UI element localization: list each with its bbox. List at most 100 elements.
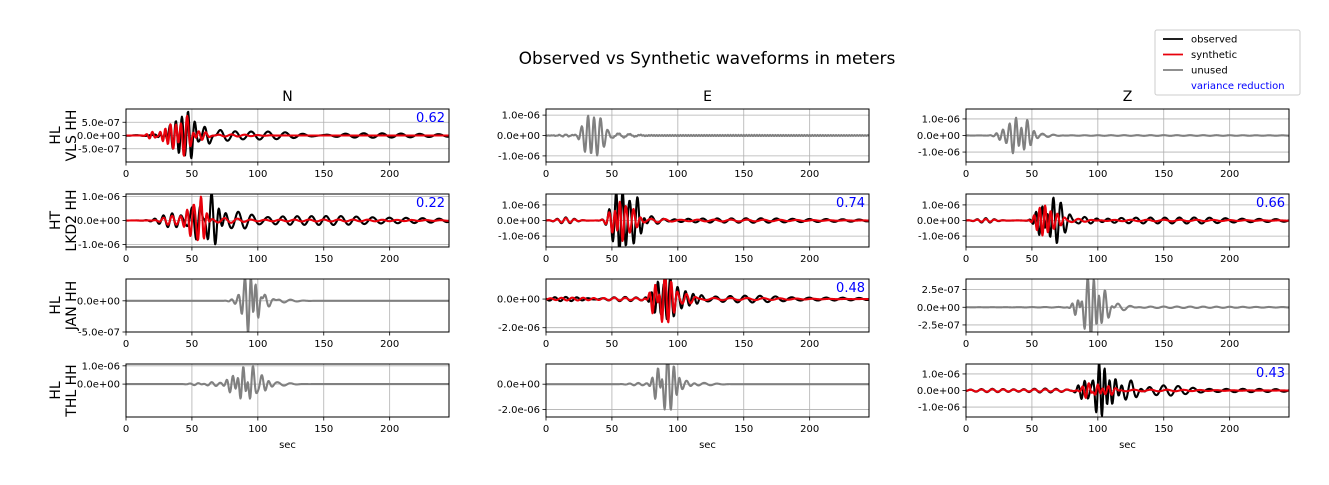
- x-tick-label: 150: [1154, 169, 1173, 180]
- variance-reduction-value: 0.66: [1256, 196, 1285, 211]
- y-tick-label: -1.0e-06: [918, 232, 960, 243]
- x-tick-label: 200: [1220, 254, 1239, 265]
- x-tick-label: 50: [606, 339, 619, 350]
- panel-r3-c1: 0 50 100 150 200 0.0e+00 -2.0e-06 sec: [497, 363, 870, 451]
- synthetic-trace: [966, 204, 1289, 237]
- panel-r3-c0: 0 50 100 150 200 1.0e-06 0.0e+00 sec: [77, 361, 450, 451]
- x-tick-label: 150: [314, 424, 333, 435]
- y-tick-label: 1.0e-06: [82, 192, 120, 203]
- x-tick-label: 0: [543, 254, 549, 265]
- variance-reduction-value: 0.48: [836, 281, 865, 296]
- x-tick-label: 150: [734, 254, 753, 265]
- panel-r1-c1: 0 50 100 150 200 1.0e-06 0.0e+00 -1.0e-06 0.74: [497, 193, 870, 265]
- y-tick-label: 0.0e+00: [497, 131, 540, 142]
- y-tick-label: 0.0e+00: [77, 131, 120, 142]
- x-tick-label: 100: [1088, 254, 1107, 265]
- panel-r0-c0: 0 50 100 150 200 5.0e-07 0.0e+00 -5.0e-07 0.62: [77, 108, 450, 180]
- x-axis-label: sec: [279, 440, 296, 451]
- x-tick-label: 0: [543, 169, 549, 180]
- row-label-station: LKD2 HH: [64, 189, 80, 251]
- variance-reduction-value: 0.22: [416, 196, 445, 211]
- unused-trace: [966, 116, 1289, 155]
- row-label-network: HT: [48, 211, 64, 231]
- figure-title: Observed vs Synthetic waveforms in meter…: [519, 49, 896, 69]
- x-tick-label: 0: [963, 169, 969, 180]
- y-tick-label: -5.0e-07: [78, 328, 120, 339]
- y-tick-label: 0.0e+00: [917, 303, 960, 314]
- x-tick-label: 150: [314, 254, 333, 265]
- axes-frame: [125, 278, 450, 333]
- synthetic-trace: [546, 279, 869, 324]
- x-tick-label: 50: [606, 254, 619, 265]
- y-tick-label: 0.0e+00: [77, 216, 120, 227]
- y-tick-label: 5.0e-07: [82, 118, 120, 129]
- unused-trace: [546, 364, 869, 411]
- x-tick-label: 100: [248, 424, 267, 435]
- x-tick-label: 150: [734, 339, 753, 350]
- x-tick-label: 200: [380, 169, 399, 180]
- x-tick-label: 150: [734, 424, 753, 435]
- y-tick-label: 2.5e-07: [922, 285, 960, 296]
- x-tick-label: 200: [1220, 169, 1239, 180]
- x-tick-label: 100: [248, 339, 267, 350]
- x-tick-label: 150: [1154, 254, 1173, 265]
- x-tick-label: 0: [123, 339, 129, 350]
- x-tick-label: 0: [963, 424, 969, 435]
- row-label-network: HL: [48, 296, 64, 315]
- x-tick-label: 0: [963, 339, 969, 350]
- x-tick-label: 50: [1026, 169, 1039, 180]
- y-tick-label: -2.0e-06: [498, 405, 540, 416]
- variance-reduction-value: 0.74: [836, 196, 865, 211]
- y-tick-label: -1.0e-06: [78, 240, 120, 251]
- y-tick-label: 0.0e+00: [77, 380, 120, 391]
- x-tick-label: 0: [123, 254, 129, 265]
- x-tick-label: 100: [1088, 339, 1107, 350]
- x-tick-label: 100: [248, 169, 267, 180]
- x-tick-label: 150: [1154, 339, 1173, 350]
- variance-reduction-value: 0.62: [416, 111, 445, 126]
- axes-frame: [965, 278, 1290, 333]
- y-tick-label: 1.0e-06: [502, 111, 540, 122]
- row-label-network: HL: [48, 381, 64, 400]
- x-tick-label: 100: [668, 424, 687, 435]
- y-tick-label: 1.0e-06: [922, 114, 960, 125]
- x-tick-label: 100: [1088, 424, 1107, 435]
- panel-r2-c1: 0 50 100 150 200 0.0e+00 -2.0e-06 0.48: [497, 278, 870, 350]
- x-axis-label: sec: [699, 440, 716, 451]
- y-tick-label: -5.0e-07: [78, 144, 120, 155]
- row-label-0: HL VLS HH: [48, 110, 80, 162]
- row-label-station: VLS HH: [64, 110, 80, 162]
- y-tick-label: 0.0e+00: [917, 216, 960, 227]
- unused-trace: [126, 279, 449, 332]
- x-tick-label: 50: [1026, 424, 1039, 435]
- panel-r0-c2: 0 50 100 150 200 1.0e-06 0.0e+00 -1.0e-06: [917, 108, 1290, 180]
- row-label-network: HL: [48, 126, 64, 145]
- x-tick-label: 50: [186, 169, 199, 180]
- row-label-station: THL HH: [64, 364, 80, 417]
- row-label-1: HT LKD2 HH: [48, 189, 80, 251]
- row-label-3: HL THL HH: [48, 364, 80, 417]
- y-tick-label: 0.0e+00: [917, 131, 960, 142]
- column-title-n: N: [282, 89, 292, 105]
- x-tick-label: 100: [668, 169, 687, 180]
- x-tick-label: 200: [800, 254, 819, 265]
- x-tick-label: 50: [186, 254, 199, 265]
- y-tick-label: -1.0e-06: [918, 403, 960, 414]
- y-tick-label: 0.0e+00: [917, 386, 960, 397]
- column-title-z: Z: [1123, 89, 1133, 105]
- panel-r2-c2: 0 50 100 150 200 2.5e-07 0.0e+00 -2.5e-07: [917, 278, 1290, 350]
- y-tick-label: -1.0e-06: [498, 232, 540, 243]
- x-tick-label: 200: [380, 254, 399, 265]
- x-tick-label: 150: [1154, 424, 1173, 435]
- unused-trace: [126, 365, 449, 400]
- panel-r1-c0: 0 50 100 150 200 1.0e-06 0.0e+00 -1.0e-06 0.22: [77, 192, 450, 265]
- y-tick-label: -2.0e-06: [498, 323, 540, 334]
- x-tick-label: 150: [734, 169, 753, 180]
- x-tick-label: 0: [543, 339, 549, 350]
- y-tick-label: -1.0e-06: [918, 148, 960, 159]
- row-label-station: JAN HH: [64, 281, 80, 331]
- y-tick-label: 1.0e-06: [82, 361, 120, 372]
- x-tick-label: 200: [380, 339, 399, 350]
- unused-trace: [546, 114, 869, 157]
- y-tick-label: 1.0e-06: [502, 200, 540, 211]
